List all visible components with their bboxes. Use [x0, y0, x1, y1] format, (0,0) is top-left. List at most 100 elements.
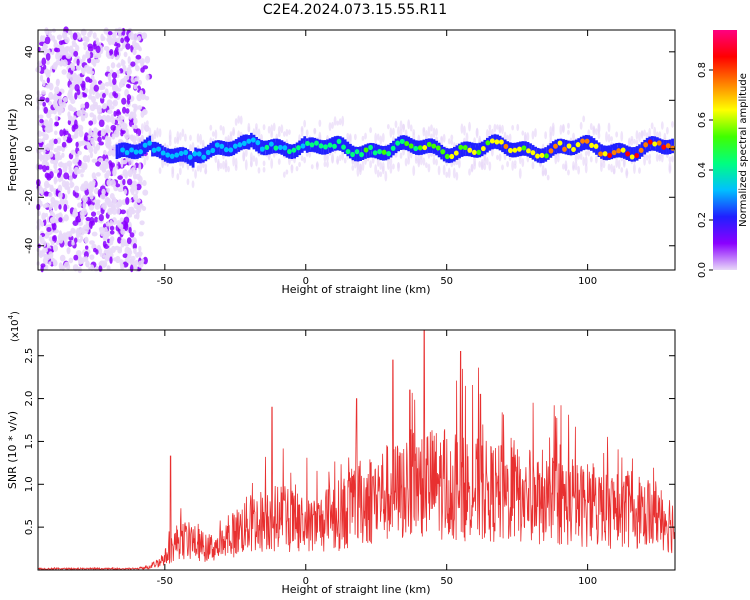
spectrogram-noise-dot — [89, 240, 95, 245]
spectrogram-peak-dot — [363, 147, 369, 153]
spectrogram-band-cell — [557, 138, 560, 154]
spectrogram-noise-dot — [61, 141, 67, 148]
spectrogram-band-halo — [610, 163, 613, 173]
spectrogram-noise-dot — [106, 265, 111, 271]
spectrogram-band-halo — [161, 158, 164, 169]
spectrogram-noise-dot — [123, 216, 130, 224]
spectrogram-band-halo — [432, 127, 436, 139]
spectrogram-noise-dot — [89, 152, 94, 159]
spectrogram-noise-dot — [45, 52, 51, 61]
spectrogram-band-halo — [452, 167, 456, 179]
spectrogram-noise-dot — [98, 265, 103, 272]
spectrogram-band-halo — [369, 127, 372, 134]
spectrogram-band-halo — [351, 164, 355, 171]
spectrogram-noise-dot — [37, 164, 44, 170]
spectrogram-noise-dot — [100, 33, 104, 42]
spectrogram-noise-dot — [59, 60, 64, 67]
spectrogram-peak-dot — [517, 146, 522, 152]
spectrogram-band-halo — [597, 132, 601, 140]
spectrogram-noise-dot — [126, 71, 131, 78]
spectrogram-noise-dot — [44, 202, 50, 208]
spectrogram-noise-dot — [91, 231, 98, 237]
spectrogram-noise-dot — [135, 208, 141, 214]
spectrogram-band-halo — [244, 148, 248, 157]
spectrogram-noise-dot — [66, 247, 71, 255]
spectrogram-band-halo — [602, 160, 606, 169]
spectrogram-peak-dot — [232, 143, 238, 149]
spectrogram-peak-dot — [372, 150, 378, 156]
spectrogram-peak-dot — [138, 149, 143, 155]
spectrogram-band-halo — [594, 155, 598, 164]
spectrogram-band-halo — [298, 161, 301, 168]
spectrogram-noise-dot — [66, 137, 73, 143]
spectrogram-band-halo — [227, 165, 230, 173]
spectrogram-noise-dot — [139, 203, 143, 209]
spectrogram-noise-dot — [126, 208, 130, 216]
spectrogram-noise-dot — [94, 216, 99, 223]
spectrogram-band-cell — [597, 142, 601, 158]
spectrogram-noise-dot — [58, 236, 64, 244]
spectrogram-noise-dot — [56, 78, 60, 85]
spectrogram-band-halo — [242, 150, 246, 162]
spectrogram-noise-dot — [76, 88, 81, 96]
spectrogram-band-cell — [333, 136, 337, 151]
spectrogram-y-tick-label: 0 — [24, 146, 35, 152]
spectrogram-noise-dot — [142, 180, 147, 187]
spectrogram-noise-dot — [120, 263, 125, 271]
spectrogram-noise-dot — [73, 50, 79, 57]
spectrogram-noise-dot — [102, 234, 107, 241]
spectrogram-noise-dot — [106, 179, 112, 187]
spectrogram-x-tick-label: 100 — [578, 276, 597, 287]
spectrogram-band-cell — [354, 146, 357, 162]
spectrogram-band-halo — [285, 128, 289, 137]
spectrogram-band-halo — [450, 134, 454, 141]
spectrogram-peak-dot — [494, 139, 500, 145]
spectrogram-peak-dot — [305, 140, 310, 147]
spectrogram-peak-dot — [201, 154, 207, 160]
spectrogram-band-halo — [376, 133, 380, 141]
spectrogram-noise-dot — [82, 41, 89, 47]
spectrogram-noise-dot — [42, 247, 48, 253]
spectrogram-band-halo — [498, 126, 502, 133]
spectrogram-noise-dot — [95, 172, 101, 177]
spectrogram-band-halo — [427, 163, 431, 173]
spectrogram-noise-dot — [80, 109, 86, 115]
spectrogram-band-cell — [316, 138, 319, 154]
spectrogram-peak-dot — [250, 137, 256, 143]
spectrogram-band-halo — [620, 167, 624, 173]
spectrogram-band-halo — [232, 127, 236, 136]
spectrogram-band-halo — [262, 124, 266, 131]
spectrogram-peak-dot — [359, 152, 364, 158]
spectrogram-noise-dot — [108, 82, 113, 87]
spectrogram-band-halo — [589, 156, 593, 163]
spectrogram-noise-dot — [87, 57, 92, 64]
spectrogram-peak-dot — [223, 147, 229, 153]
spectrogram-noise-dot — [145, 73, 150, 81]
spectrogram-noise-dot — [72, 123, 79, 130]
spectrogram-noise-dot — [84, 256, 89, 262]
spectrogram-band-halo — [156, 127, 159, 138]
spectrogram-noise-dot — [95, 92, 100, 99]
spectrogram-noise-dot — [49, 217, 56, 224]
spectrogram-peak-dot — [638, 147, 644, 153]
spectrogram-noise-dot — [141, 32, 148, 40]
spectrogram-peak-dot — [287, 148, 292, 155]
spectrogram-noise-dot — [78, 129, 84, 138]
spectrogram-noise-dot — [103, 244, 110, 249]
spectrogram-band-halo — [648, 127, 652, 139]
spectrogram-peak-dot — [417, 145, 423, 151]
spectrogram-peak-dot — [593, 143, 599, 149]
spectrogram-noise-dot — [68, 169, 74, 174]
spectrogram-noise-dot — [110, 62, 116, 69]
spectrogram-noise-dot — [63, 261, 70, 269]
spectrogram-noise-dot — [110, 245, 116, 254]
spectrogram-band-halo — [389, 127, 393, 138]
spectrogram-noise-dot — [46, 154, 51, 161]
spectrogram-band-cell — [501, 137, 505, 153]
spectrogram-band-halo — [574, 161, 578, 171]
spectrogram-band-halo — [120, 156, 124, 168]
spectrogram-noise-dot — [53, 101, 58, 110]
spectrogram-peak-dot — [255, 140, 261, 146]
spectrogram-noise-dot — [133, 214, 138, 219]
spectrogram-noise-dot — [40, 221, 45, 227]
